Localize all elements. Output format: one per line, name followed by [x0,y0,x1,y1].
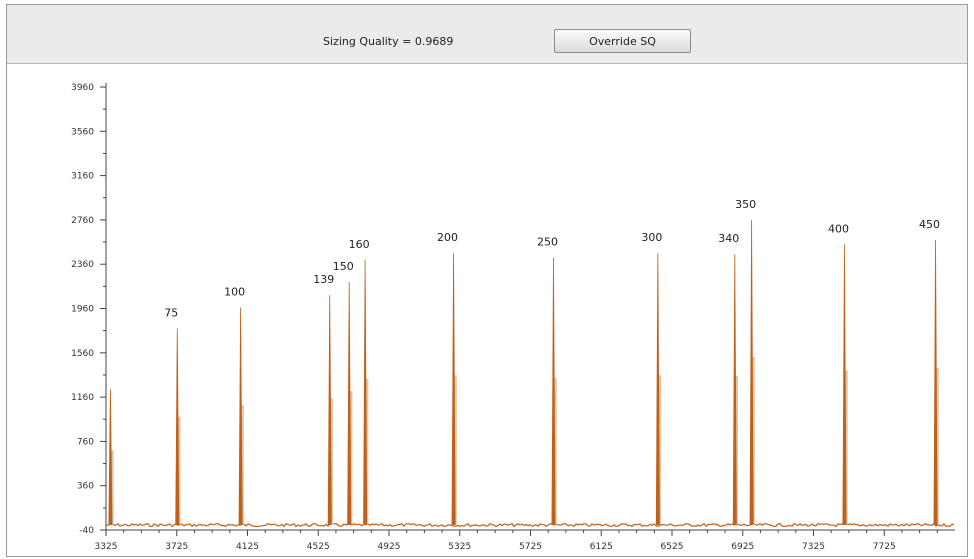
toolbar: Sizing Quality = 0.9689 Override SQ [7,5,967,64]
peak [347,281,352,525]
x-tick-label: 6525 [661,542,684,552]
x-tick-label: 5325 [448,542,471,552]
x-tick-label: 4925 [378,542,401,552]
peak [363,259,368,525]
peak-label: 75 [164,306,178,319]
y-tick-label: 760 [77,437,94,447]
peak [732,254,737,525]
x-tick-label: 7725 [873,542,896,552]
y-tick-label: 2360 [71,260,94,270]
y-tick-label: 1160 [71,393,94,403]
peak [327,295,332,525]
peak [551,257,556,525]
peak [238,307,243,525]
x-tick-label: 3325 [95,542,118,552]
peak-label: 100 [224,285,245,298]
y-tick-label: 3560 [71,127,94,137]
sizing-quality-label: Sizing Quality = 0.9689 [323,35,454,48]
x-tick-label: 4525 [307,542,330,552]
y-tick-label: 360 [77,482,94,492]
baseline-trace [105,522,955,528]
peak-label: 350 [735,198,756,211]
peak-label: 150 [333,260,354,273]
y-tick-label: -40 [79,526,94,536]
y-tick-label: 1560 [71,349,94,359]
y-tick-label: 1960 [71,305,94,315]
peak [108,389,113,525]
peak-label: 139 [313,273,334,286]
peak-label: 400 [828,222,849,235]
peak-label: 250 [537,236,558,249]
x-tick-label: 6125 [590,542,613,552]
peak [451,253,456,525]
x-tick-label: 4125 [236,542,259,552]
peak-label: 200 [437,231,458,244]
peak-label: 450 [919,218,940,231]
peak-label: 160 [349,238,370,251]
peak [842,244,847,525]
x-tick-label: 5725 [519,542,542,552]
peak [655,253,660,525]
x-tick-label: 3725 [165,542,188,552]
peak-label: 300 [641,231,662,244]
sizing-window: Sizing Quality = 0.9689 Override SQ [6,4,968,557]
x-tick-label: 6925 [731,542,754,552]
peak-label: 340 [718,232,739,245]
peak [175,328,180,525]
x-tick-label: 7325 [802,542,825,552]
y-tick-label: 3960 [71,83,94,93]
peak [749,219,754,525]
y-tick-label: 2760 [71,216,94,226]
peak [933,239,938,525]
override-sq-button[interactable]: Override SQ [554,29,691,53]
y-tick-label: 3160 [71,172,94,182]
